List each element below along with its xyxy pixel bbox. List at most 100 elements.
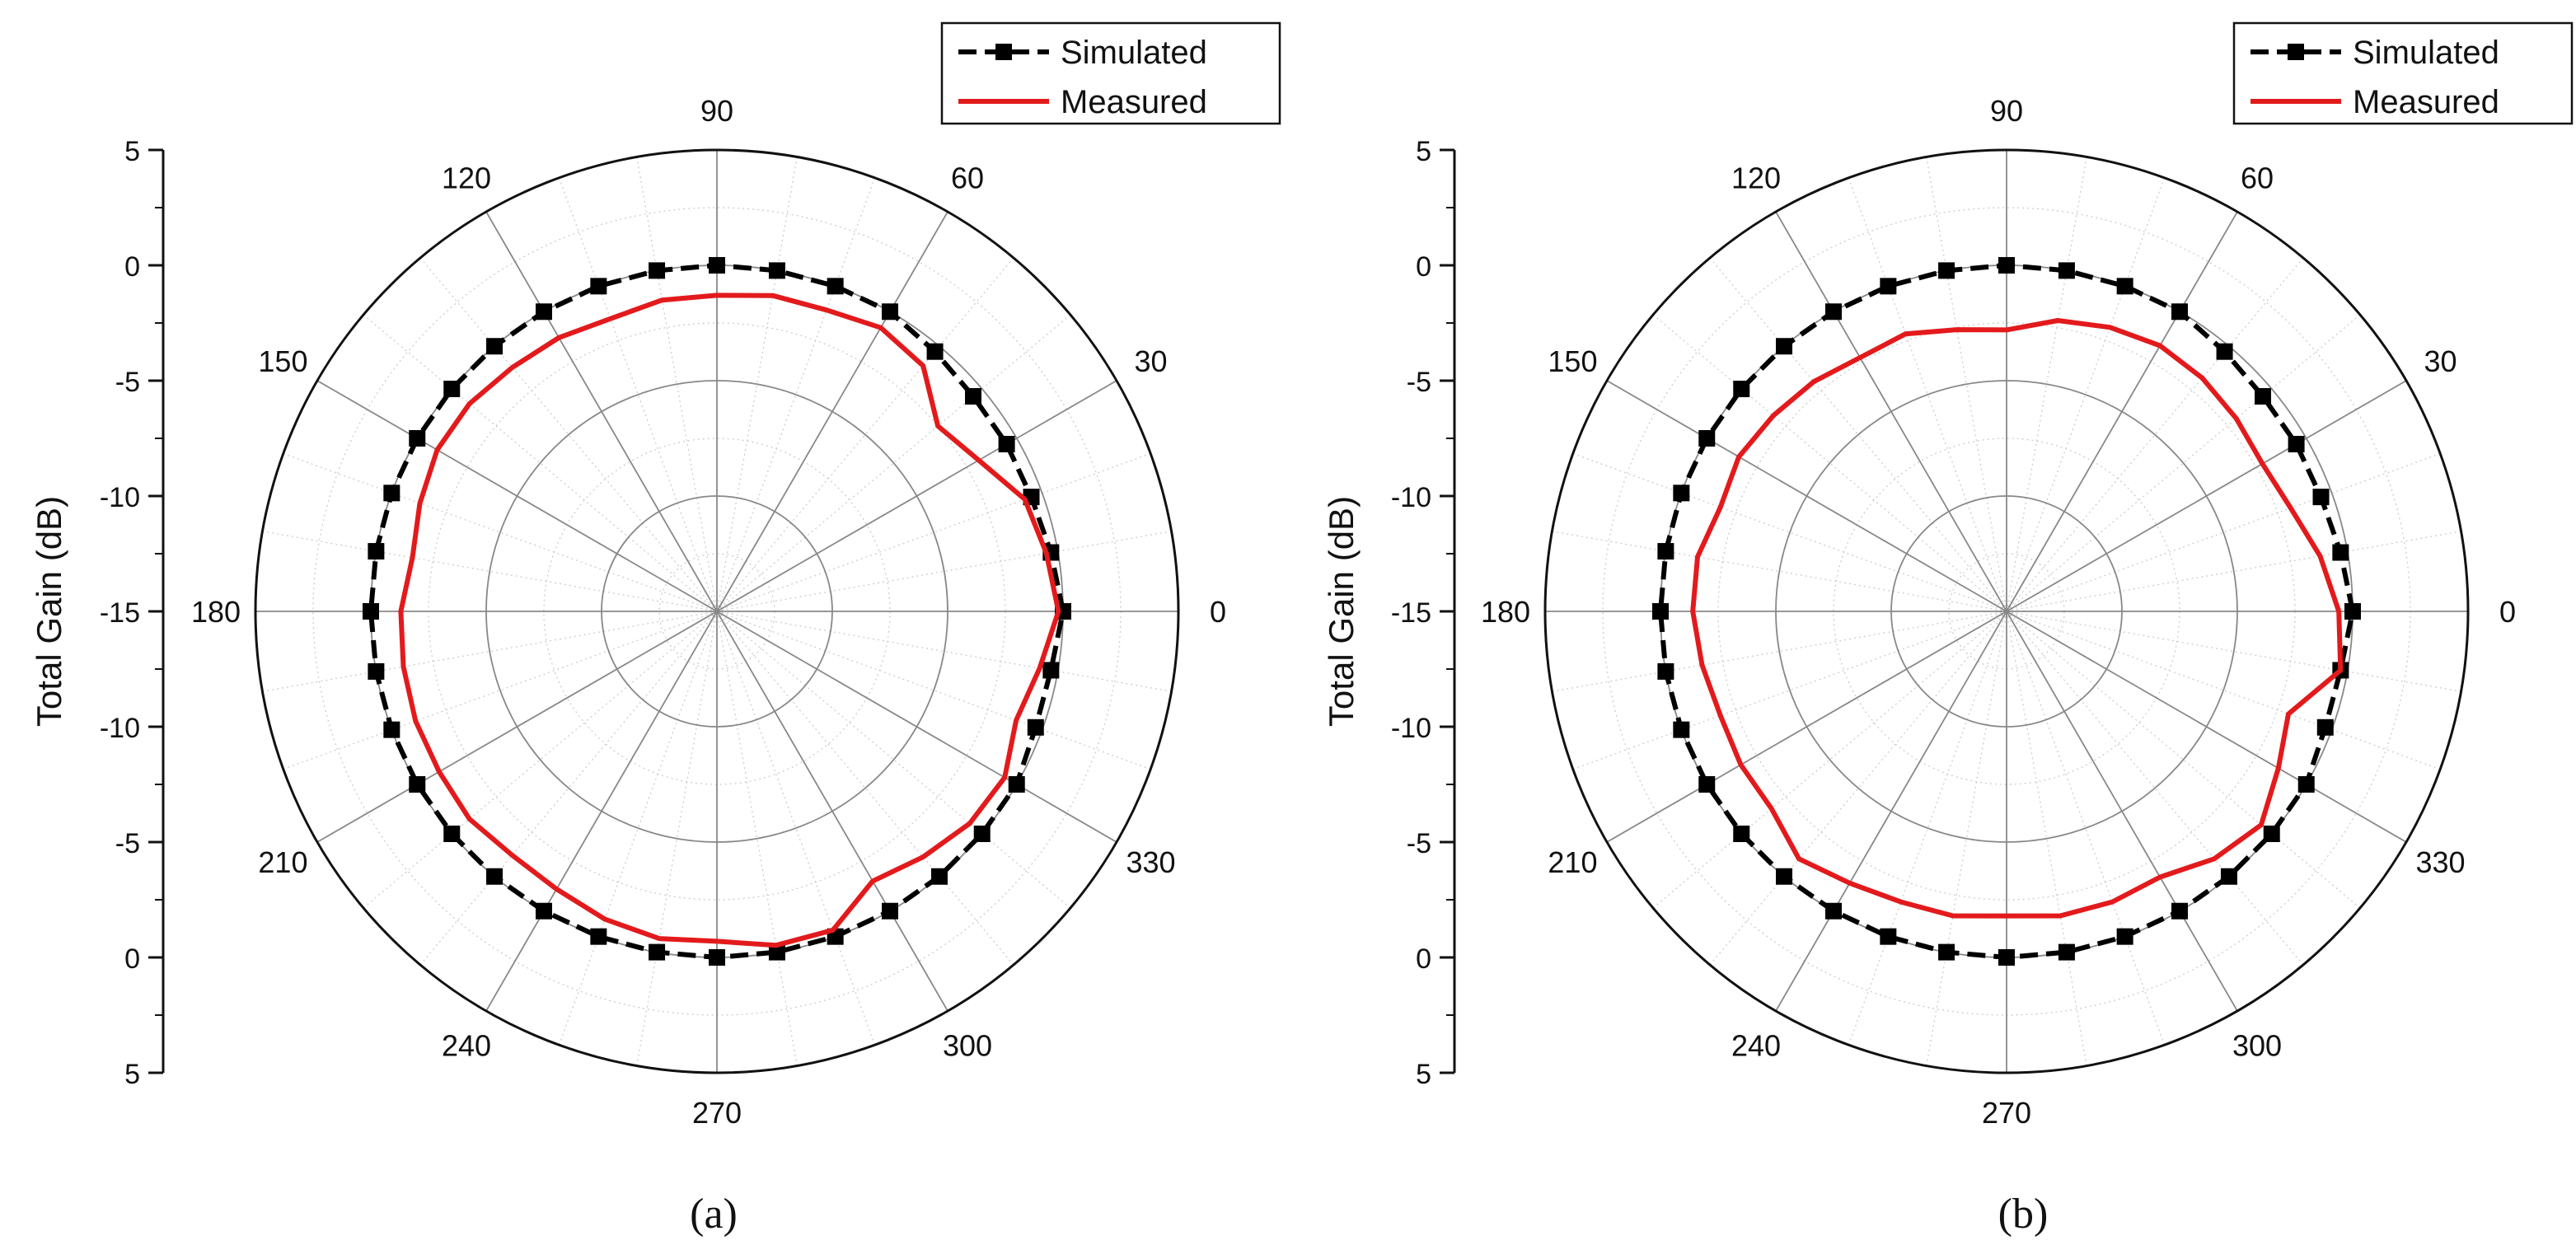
angle-tick-label: 330 [1126,845,1176,879]
panel-caption: (b) [1998,1191,2049,1238]
data-point-marker [930,868,948,885]
data-point-marker [368,543,385,560]
legend-label-simulated: Simulated [2353,35,2499,71]
data-point-marker [1698,776,1716,793]
angle-tick-label: 180 [191,595,241,629]
data-point-marker [1027,718,1044,736]
radial-tick-label: 0 [1416,251,1431,283]
data-point-marker [1776,868,1793,885]
data-point-marker [709,949,725,966]
data-point-marker [2220,868,2237,885]
data-point-marker [1733,381,1750,398]
angle-tick-label: 90 [1990,94,2023,128]
angle-tick-label: 300 [943,1029,992,1063]
data-point-marker [1938,943,1955,961]
radial-tick-label: -10 [1391,713,1431,744]
data-point-marker [998,436,1015,452]
panel-caption: (a) [690,1191,738,1238]
legend-box [940,21,1281,125]
angle-tick-label: 120 [442,161,491,194]
data-point-marker [368,662,385,680]
data-point-marker [649,262,666,279]
data-point-marker [2171,902,2188,920]
data-point-marker [486,868,503,885]
legend-label-measured: Measured [2353,84,2499,120]
legend-label-simulated: Simulated [1061,35,1207,71]
major-spoke [2006,611,2407,843]
angle-tick-label: 210 [1548,845,1597,879]
angle-tick-label: 240 [1731,1029,1781,1063]
data-point-marker [2216,343,2233,360]
data-point-marker [2116,278,2133,295]
angle-tick-label: 150 [258,344,307,378]
legend-box [2232,21,2574,125]
major-spoke [485,611,718,1012]
major-spoke [716,380,1117,612]
data-point-marker [1880,928,1897,945]
data-point-marker [2312,489,2330,506]
data-point-marker [1657,543,1674,560]
radial-tick-label: -5 [1407,828,1431,859]
data-point-marker [1776,338,1793,355]
legend-label-measured: Measured [1061,84,1207,120]
angle-tick-label: 330 [2416,845,2466,879]
radial-tick-label: 0 [124,943,140,975]
data-point-marker [590,278,607,295]
major-spoke [1606,611,2007,843]
angle-tick-label: 210 [258,845,307,879]
data-point-marker [1652,603,1669,620]
data-point-marker [2058,943,2075,961]
radial-tick-label: -5 [1407,367,1431,398]
data-point-marker [2344,603,2361,620]
outer-circle [254,148,1180,1074]
radial-tick-label: -10 [1391,482,1431,513]
angle-tick-label: 180 [1481,595,1530,629]
data-point-marker [1880,278,1897,295]
angle-tick-label: 30 [1135,344,1168,378]
data-point-marker [709,257,725,274]
angle-tick-label: 150 [1548,344,1597,378]
data-point-marker [1657,662,1674,680]
legend-marker [995,44,1012,60]
polar-chart-b: 0 30 60 90 120 150 180 210 240 270 300 330 5 0 -5 -10 -1… [1322,21,2574,1238]
major-spoke [316,380,718,612]
angle-tick-label: 270 [1982,1096,2031,1130]
angle-tick-label: 0 [2499,595,2516,629]
data-point-marker [827,278,844,295]
data-point-marker [1998,949,2015,966]
angle-tick-label: 0 [1210,595,1226,629]
major-spoke [2006,211,2238,612]
data-point-marker [2263,825,2280,842]
series-line-measured [398,293,1061,948]
data-point-marker [768,943,785,961]
data-point-marker [536,902,552,920]
radial-tick-label: -5 [115,367,140,398]
angle-tick-label: 90 [700,94,733,128]
data-point-marker [1825,303,1842,321]
data-point-marker [973,825,991,842]
angle-tick-label: 120 [1731,161,1781,194]
data-point-marker [2288,436,2305,452]
data-point-marker [1733,825,1750,842]
data-point-marker [649,943,666,961]
angle-tick-label: 60 [951,161,984,194]
data-point-marker [965,388,982,405]
data-point-marker [1825,902,1842,920]
data-point-marker [882,303,898,321]
data-point-marker [2316,718,2334,736]
major-spoke [2006,380,2407,612]
radial-tick-label: -15 [100,597,140,629]
data-point-marker [409,776,426,793]
data-point-marker [2171,303,2188,321]
radial-tick-label: 0 [124,251,140,283]
series-line-measured [1690,318,2344,919]
angle-tick-label: 30 [2424,344,2457,378]
legend: Simulated Measured [2232,21,2574,125]
major-spoke [716,611,1117,843]
data-point-marker [882,902,898,920]
legend-marker [2288,44,2304,60]
data-point-marker [926,343,944,360]
data-point-marker [536,303,552,321]
radial-tick-label: -10 [100,482,140,513]
